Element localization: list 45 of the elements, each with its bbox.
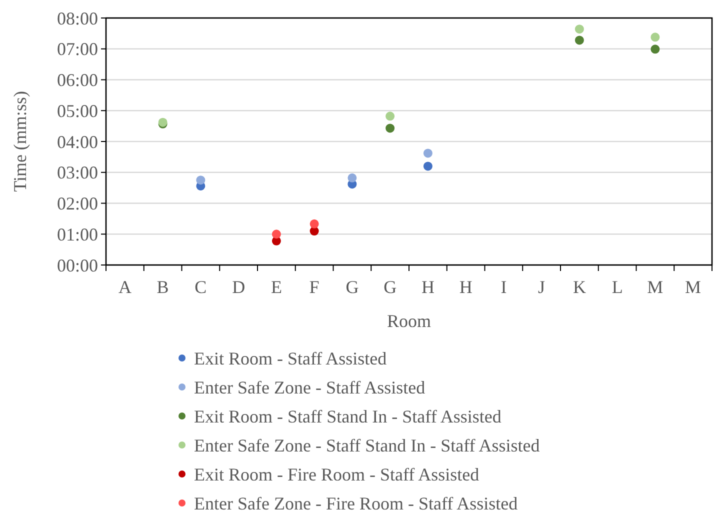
x-tick-label: C xyxy=(194,277,207,297)
x-tick-label: J xyxy=(538,277,546,297)
legend-label: Enter Safe Zone - Staff Assisted xyxy=(194,377,426,398)
point xyxy=(348,173,357,182)
point xyxy=(310,219,319,228)
y-tick-label: 03:00 xyxy=(56,162,98,183)
y-axis-title: Time (mm:ss) xyxy=(10,91,30,192)
x-tick-label: G xyxy=(384,277,397,297)
y-tick-label: 02:00 xyxy=(56,194,98,214)
point xyxy=(574,36,584,45)
x-tick-label: H xyxy=(421,277,434,297)
legend-label: Exit Room - Staff Stand In - Staff Assisted xyxy=(194,406,502,426)
point xyxy=(574,24,584,34)
point xyxy=(423,162,432,171)
y-tick-label: 01:00 xyxy=(56,224,98,244)
x-tick-label: M xyxy=(685,277,702,297)
point xyxy=(650,44,660,54)
y-tick-label: 04:00 xyxy=(56,132,98,152)
x-tick-label: L xyxy=(612,277,623,297)
x-tick-label: F xyxy=(309,277,320,297)
legend-label: Exit Room - Fire Room - Staff Assisted xyxy=(194,464,480,484)
x-tick-label: B xyxy=(156,277,169,297)
y-tick-label: 05:00 xyxy=(56,100,98,121)
point xyxy=(386,124,395,133)
point xyxy=(386,112,395,121)
x-tick-label: D xyxy=(232,277,246,297)
point xyxy=(650,32,660,42)
y-tick-label: 00:00 xyxy=(56,255,98,276)
legend-label: Enter Safe Zone - Fire Room - Staff Assisted xyxy=(194,493,518,514)
x-tick-label: K xyxy=(572,277,586,297)
point xyxy=(423,148,432,158)
y-tick-label: 07:00 xyxy=(56,39,98,60)
legend-label: Enter Safe Zone - Staff Stand In - Staff Assisted xyxy=(194,435,540,456)
point xyxy=(196,176,206,185)
x-tick-label: I xyxy=(500,277,507,297)
legend-label: Exit Room - Staff Assisted xyxy=(194,348,387,368)
x-tick-label: G xyxy=(346,277,359,297)
point xyxy=(272,230,281,239)
x-axis-title: Room xyxy=(386,311,432,331)
x-tick-label: M xyxy=(647,277,664,297)
y-tick-label: 06:00 xyxy=(56,70,98,90)
y-tick-label: 08:00 xyxy=(56,8,98,28)
x-tick-label: H xyxy=(459,277,472,297)
x-tick-label: E xyxy=(270,277,282,297)
x-tick-label: A xyxy=(118,277,132,297)
